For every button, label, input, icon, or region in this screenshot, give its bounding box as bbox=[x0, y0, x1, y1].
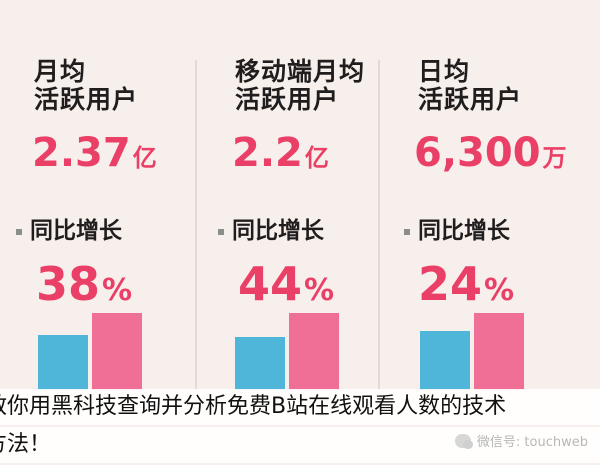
bar-current-year bbox=[289, 313, 339, 390]
column-title-line1: 月均 bbox=[34, 57, 87, 86]
column-title-line2: 活跃用户 bbox=[34, 85, 139, 114]
yoy-label-text: 同比增长 bbox=[418, 218, 510, 244]
growth-percent: 24% bbox=[418, 259, 514, 316]
growth-percent: 44% bbox=[238, 259, 334, 316]
yoy-label-text: 同比增长 bbox=[30, 218, 122, 244]
metric-number: 6,300 bbox=[414, 130, 541, 176]
column-title: 日均 活跃用户 bbox=[418, 58, 522, 114]
bar-previous-year bbox=[420, 331, 470, 390]
column-title-line1: 移动端月均 bbox=[235, 57, 366, 86]
growth-unit: % bbox=[304, 273, 335, 308]
metric-unit: 万 bbox=[542, 144, 567, 172]
yoy-label: 同比增长 bbox=[218, 218, 324, 244]
bullet-icon bbox=[16, 228, 22, 235]
metric-number: 2.37 bbox=[32, 130, 131, 176]
bar-previous-year bbox=[38, 335, 88, 390]
yoy-label: 同比增长 bbox=[16, 218, 122, 244]
growth-number: 44 bbox=[238, 257, 303, 311]
column-title-line2: 活跃用户 bbox=[235, 85, 340, 114]
column-title-line1: 日均 bbox=[418, 57, 471, 86]
watermark-text: 微信号: touchweb bbox=[476, 435, 588, 450]
metric-value: 2.37亿 bbox=[32, 131, 157, 180]
metric-value: 2.2亿 bbox=[232, 131, 329, 180]
bar-current-year bbox=[92, 313, 142, 390]
column-title-line2: 活跃用户 bbox=[418, 85, 523, 114]
growth-unit: % bbox=[484, 273, 515, 308]
bar-current-year bbox=[474, 313, 524, 390]
bar-previous-year bbox=[235, 337, 285, 390]
metric-number: 2.2 bbox=[232, 130, 303, 176]
bullet-icon bbox=[218, 228, 224, 235]
column-divider bbox=[378, 60, 380, 390]
bullet-icon bbox=[404, 228, 410, 235]
article-title-line-2: 方法！ bbox=[0, 427, 600, 463]
column-divider bbox=[195, 60, 197, 390]
yoy-label: 同比增长 bbox=[404, 218, 510, 244]
growth-percent: 38% bbox=[36, 259, 132, 316]
growth-number: 24 bbox=[418, 257, 483, 311]
column-title: 移动端月均 活跃用户 bbox=[235, 58, 365, 114]
watermark: 微信号: touchweb bbox=[454, 432, 588, 454]
growth-number: 38 bbox=[36, 257, 101, 311]
yoy-label-text: 同比增长 bbox=[232, 218, 324, 244]
metric-unit: 亿 bbox=[132, 144, 157, 172]
article-title-text: 教你用黑科技查询并分析免费B站在线观看人数的技术 bbox=[0, 394, 507, 419]
metric-value: 6,300万 bbox=[414, 131, 567, 180]
growth-unit: % bbox=[102, 273, 133, 308]
metric-unit: 亿 bbox=[304, 144, 329, 172]
column-title: 月均 活跃用户 bbox=[34, 58, 138, 114]
article-title-line-1: 教你用黑科技查询并分析免费B站在线观看人数的技术 bbox=[0, 389, 600, 425]
article-title-text: 方法！ bbox=[0, 432, 52, 457]
wechat-icon bbox=[454, 434, 473, 449]
